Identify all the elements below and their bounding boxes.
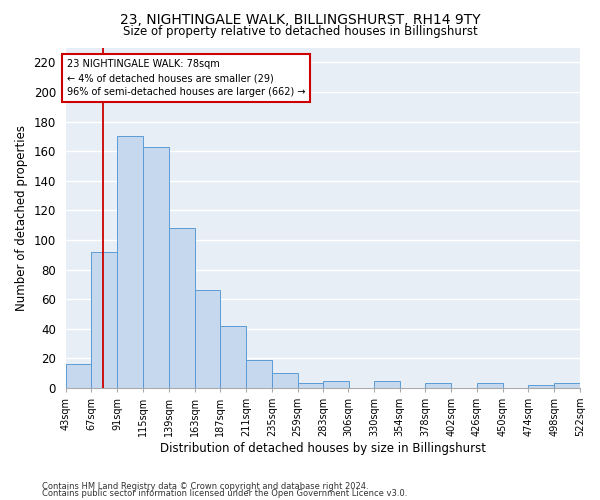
Bar [272, 373, 298, 388]
Bar [91, 252, 117, 388]
Bar [194, 290, 220, 388]
Text: Size of property relative to detached houses in Billingshurst: Size of property relative to detached ho… [122, 25, 478, 38]
Bar [323, 380, 349, 388]
Y-axis label: Number of detached properties: Number of detached properties [15, 124, 28, 310]
Bar [246, 360, 272, 388]
Bar [374, 380, 400, 388]
Text: Contains HM Land Registry data © Crown copyright and database right 2024.: Contains HM Land Registry data © Crown c… [42, 482, 368, 491]
X-axis label: Distribution of detached houses by size in Billingshurst: Distribution of detached houses by size … [160, 442, 486, 455]
Bar [477, 384, 503, 388]
Bar [143, 146, 169, 388]
Bar [298, 384, 323, 388]
Text: 23, NIGHTINGALE WALK, BILLINGSHURST, RH14 9TY: 23, NIGHTINGALE WALK, BILLINGSHURST, RH1… [119, 12, 481, 26]
Bar [529, 385, 554, 388]
Bar [117, 136, 143, 388]
Bar [65, 364, 91, 388]
Bar [554, 384, 580, 388]
Bar [169, 228, 194, 388]
Bar [220, 326, 246, 388]
Text: Contains public sector information licensed under the Open Government Licence v3: Contains public sector information licen… [42, 490, 407, 498]
Text: 23 NIGHTINGALE WALK: 78sqm
← 4% of detached houses are smaller (29)
96% of semi-: 23 NIGHTINGALE WALK: 78sqm ← 4% of detac… [67, 60, 305, 98]
Bar [425, 384, 451, 388]
